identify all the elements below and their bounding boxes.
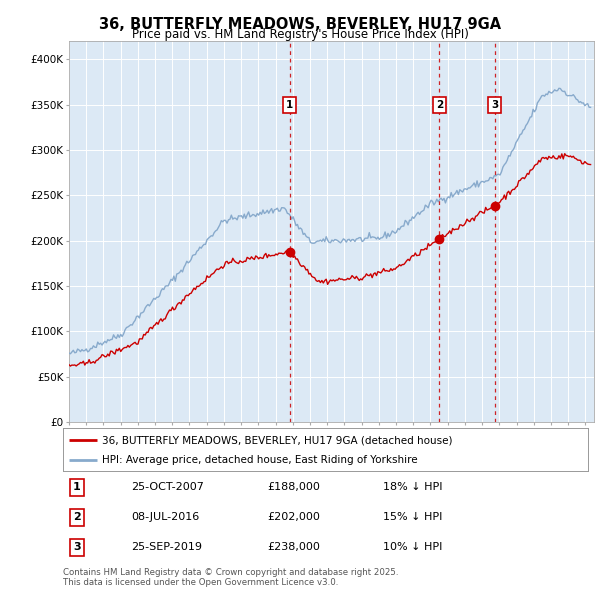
Text: £202,000: £202,000	[268, 513, 320, 522]
Text: £238,000: £238,000	[268, 542, 320, 552]
Text: 36, BUTTERFLY MEADOWS, BEVERLEY, HU17 9GA (detached house): 36, BUTTERFLY MEADOWS, BEVERLEY, HU17 9G…	[103, 435, 453, 445]
Text: 2: 2	[73, 513, 80, 522]
Text: 1: 1	[73, 483, 80, 493]
Text: 08-JUL-2016: 08-JUL-2016	[131, 513, 199, 522]
Text: 2: 2	[436, 100, 443, 110]
Text: 3: 3	[491, 100, 499, 110]
Text: 18% ↓ HPI: 18% ↓ HPI	[383, 483, 443, 493]
Text: 10% ↓ HPI: 10% ↓ HPI	[383, 542, 443, 552]
Text: 1: 1	[286, 100, 293, 110]
Text: 25-OCT-2007: 25-OCT-2007	[131, 483, 204, 493]
Text: 15% ↓ HPI: 15% ↓ HPI	[383, 513, 443, 522]
Text: 3: 3	[73, 542, 80, 552]
Text: £188,000: £188,000	[268, 483, 320, 493]
Text: Contains HM Land Registry data © Crown copyright and database right 2025.
This d: Contains HM Land Registry data © Crown c…	[63, 568, 398, 587]
Text: 36, BUTTERFLY MEADOWS, BEVERLEY, HU17 9GA: 36, BUTTERFLY MEADOWS, BEVERLEY, HU17 9G…	[99, 17, 501, 31]
Text: Price paid vs. HM Land Registry's House Price Index (HPI): Price paid vs. HM Land Registry's House …	[131, 28, 469, 41]
Text: HPI: Average price, detached house, East Riding of Yorkshire: HPI: Average price, detached house, East…	[103, 455, 418, 465]
Text: 25-SEP-2019: 25-SEP-2019	[131, 542, 202, 552]
